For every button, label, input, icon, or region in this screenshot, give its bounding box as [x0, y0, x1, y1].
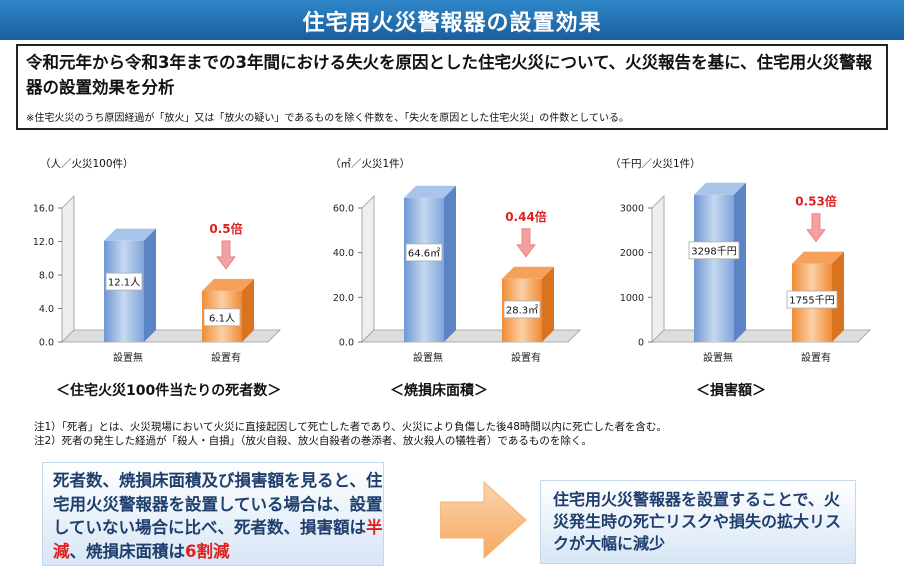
bar-side — [734, 182, 746, 342]
bar-side — [444, 185, 456, 342]
category-label: 設置無 — [703, 351, 733, 364]
category-label: 設置有 — [511, 351, 541, 364]
page-title: 住宅用火災警報器の設置効果 — [302, 11, 602, 36]
title-bar: 住宅用火災警報器の設置効果 — [0, 0, 904, 40]
bar-side — [144, 228, 156, 342]
category-label: 設置有 — [801, 351, 831, 364]
chart-damage: 0 1000 2000 3000 3298千円設置無 1755千円設置有 0.53倍 — [590, 150, 880, 375]
bar-front — [694, 194, 734, 342]
bar-front — [104, 240, 144, 342]
note-2: 注2）死者の発生した経過が「殺人・自損」（放火自殺、放火自殺者の巻添者、放火殺人… — [34, 435, 592, 447]
value-label: 3298千円 — [691, 245, 736, 257]
conclusion-right-box: 住宅用火災警報器を設置することで、火災発生時の死亡リスクや損失の拡大リスクが大幅… — [540, 480, 856, 564]
conclusion-left-part2: 、焼損床面積は — [69, 541, 186, 561]
value-label: 28.3㎡ — [506, 304, 538, 316]
value-label-box — [503, 300, 541, 319]
chart-side-wall — [61, 195, 75, 343]
summary-box: 令和元年から令和3年までの3年間における失火を原因とした住宅火災について、火災報… — [16, 44, 888, 130]
y-tick-label: 0.0 — [339, 338, 354, 349]
value-label-box — [105, 272, 143, 291]
value-label: 1755千円 — [789, 295, 834, 307]
notes: 注1）「死者」とは、火災現場において火災に直接起因して死亡した者であり、火災によ… — [34, 420, 667, 448]
note-1: 注1）「死者」とは、火災現場において火災に直接起因して死亡した者であり、火災によ… — [34, 421, 667, 433]
bar-side — [832, 251, 844, 342]
down-arrow-icon — [216, 240, 236, 270]
category-label: 設置有 — [211, 351, 241, 364]
conclusion-left-part1: 死者数、焼損床面積及び損害額を見ると、住宅用火災警報器を設置している場合は、設置… — [53, 471, 383, 537]
chart2-unit-label: （㎡／火災1件） — [330, 158, 411, 170]
chart-deaths: 0.0 4.0 8.0 12.0 16.0 12.1人設置無 6.1人設置有 0.5倍 — [0, 150, 290, 375]
chart2-title: ＜焼損床面積＞ — [390, 383, 488, 399]
bar-top — [502, 266, 554, 279]
y-tick-label: 8.0 — [39, 271, 54, 282]
chart3-unit-label: （千円／火災1件） — [610, 158, 701, 170]
chart1-title: ＜住宅火災100件当たりの死者数＞ — [56, 383, 282, 399]
bar-top — [792, 251, 844, 264]
y-tick-label: 3000 — [620, 204, 644, 215]
conclusion-left-red2: 6割減 — [185, 541, 230, 561]
chart-side-wall — [361, 195, 375, 343]
ratio-label: 0.53倍 — [795, 194, 837, 209]
summary-text: 令和元年から令和3年までの3年間における失火を原因とした住宅火災について、火災報… — [26, 53, 873, 97]
conclusion-right-text: 住宅用火災警報器を設置することで、火災発生時の死亡リスクや損失の拡大リスクが大幅… — [553, 490, 842, 553]
bar-top — [202, 278, 254, 291]
conclusion-left-box: 死者数、焼損床面積及び損害額を見ると、住宅用火災警報器を設置している場合は、設置… — [42, 462, 384, 566]
bar-side — [542, 266, 554, 342]
bar-top — [104, 228, 156, 241]
bar-side — [242, 278, 254, 342]
value-label-box — [688, 241, 740, 260]
chart3-title: ＜損害額＞ — [696, 383, 766, 399]
y-tick-label: 2000 — [620, 248, 644, 259]
value-label-box — [203, 308, 241, 327]
y-tick-label: 16.0 — [33, 204, 54, 215]
down-arrow-icon — [516, 228, 536, 258]
chart1-unit-label: （人／火災100件） — [40, 158, 134, 170]
summary-note: ※住宅火災のうち原因経過が「放火」又は「放火の疑い」であるものを除く件数を、「失… — [26, 113, 629, 124]
value-label: 6.1人 — [209, 312, 235, 324]
y-tick-label: 4.0 — [39, 304, 54, 315]
value-label-box — [786, 290, 838, 309]
value-label: 64.6㎡ — [408, 247, 440, 259]
ratio-label: 0.44倍 — [505, 209, 547, 224]
conclusion-left-red1: 半減 — [53, 518, 383, 561]
right-arrow-icon — [440, 480, 527, 560]
value-label: 12.1人 — [108, 277, 140, 289]
value-label-box — [405, 243, 443, 262]
bar-top — [694, 182, 746, 195]
ratio-label: 0.5倍 — [209, 221, 242, 236]
category-label: 設置無 — [113, 351, 143, 364]
y-tick-label: 12.0 — [33, 237, 54, 248]
y-tick-label: 40.0 — [333, 248, 354, 259]
y-tick-label: 0 — [638, 338, 644, 349]
down-arrow-icon — [806, 213, 826, 243]
y-tick-label: 1000 — [620, 293, 644, 304]
bar-front — [404, 197, 444, 342]
chart-side-wall — [651, 195, 665, 343]
y-tick-label: 20.0 — [333, 293, 354, 304]
y-tick-label: 0.0 — [39, 338, 54, 349]
conclusion-left-text: 死者数、焼損床面積及び損害額を見ると、住宅用火災警報器を設置している場合は、設置… — [53, 469, 383, 563]
y-tick-label: 60.0 — [333, 204, 354, 215]
bar-top — [404, 185, 456, 198]
category-label: 設置無 — [413, 351, 443, 364]
